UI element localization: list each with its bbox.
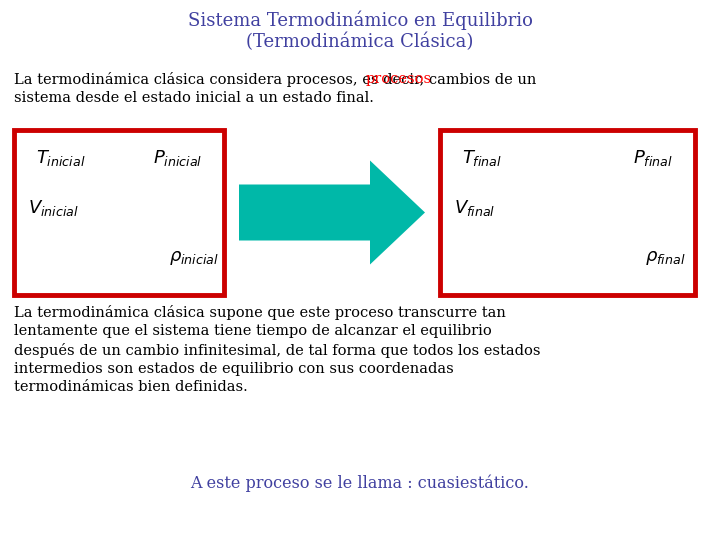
Text: $V_{inicial}$: $V_{inicial}$ (28, 198, 79, 218)
Text: Sistema Termodinámico en Equilibrio
(Termodinámica Clásica): Sistema Termodinámico en Equilibrio (Ter… (188, 10, 532, 51)
Text: $T_{inicial}$: $T_{inicial}$ (36, 148, 86, 168)
Polygon shape (239, 160, 425, 265)
Text: $\rho_{inicial}$: $\rho_{inicial}$ (169, 249, 219, 267)
Text: $P_{final}$: $P_{final}$ (633, 148, 673, 168)
FancyBboxPatch shape (14, 130, 224, 295)
Text: procesos: procesos (366, 72, 432, 86)
Text: $\rho_{final}$: $\rho_{final}$ (644, 249, 685, 267)
FancyBboxPatch shape (440, 130, 695, 295)
Text: $P_{inicial}$: $P_{inicial}$ (153, 148, 202, 168)
Text: La termodinámica clásica supone que este proceso transcurre tan
lentamente que e: La termodinámica clásica supone que este… (14, 305, 541, 394)
Text: $V_{final}$: $V_{final}$ (454, 198, 495, 218)
Text: La termodinámica clásica considera procesos, es decir, cambios de un
sistema des: La termodinámica clásica considera proce… (14, 72, 536, 105)
Text: A este proceso se le llama : cuasiestático.: A este proceso se le llama : cuasiestáti… (191, 474, 529, 491)
Text: $T_{final}$: $T_{final}$ (462, 148, 502, 168)
Text: La termodinámica clásica considera: La termodinámica clásica considera (14, 72, 287, 86)
